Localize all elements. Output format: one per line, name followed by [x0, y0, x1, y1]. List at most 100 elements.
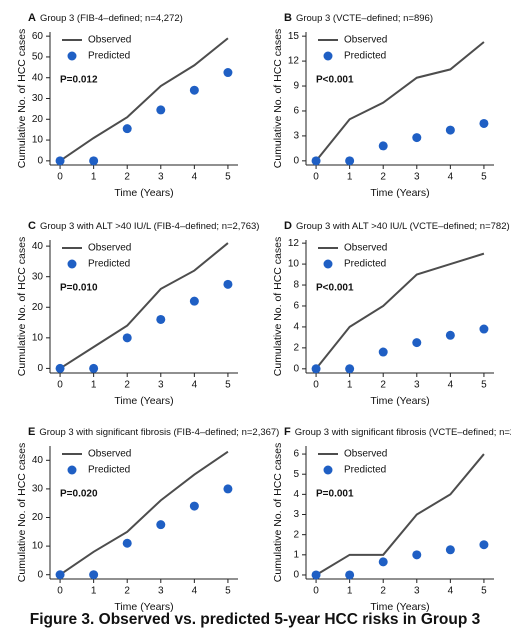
x-tick-label: 2	[380, 172, 386, 183]
y-tick-label: 3	[293, 131, 299, 142]
predicted-point	[55, 156, 65, 166]
y-tick-label: 2	[293, 529, 299, 540]
predicted-point	[311, 156, 321, 166]
predicted-point	[189, 501, 199, 511]
title-text: Group 3 with significant fibrosis (VCTE–…	[295, 427, 511, 438]
predicted-point	[412, 133, 422, 143]
x-tick-label: 5	[481, 172, 487, 183]
predicted-point	[345, 364, 355, 374]
legend-swatch	[323, 51, 333, 61]
predicted-point	[311, 570, 321, 580]
x-tick-label: 3	[414, 380, 420, 391]
observed-line	[315, 252, 485, 370]
x-tick-label: 0	[57, 586, 63, 597]
x-axis-label: Time (Years)	[370, 601, 429, 613]
y-tick-label: 0	[37, 363, 43, 374]
x-axis-label: Time (Years)	[370, 187, 429, 199]
legend-swatch	[67, 465, 77, 475]
predicted-point	[189, 296, 199, 306]
x-tick-label: 2	[124, 586, 130, 597]
y-tick-label: 6	[293, 449, 299, 460]
panel-title: F Group 3 with significant fibrosis (VCTE…	[284, 426, 511, 438]
predicted-point	[479, 324, 489, 334]
title-text: Group 3 (FIB-4–defined; n=4,272)	[40, 13, 183, 24]
y-axis-label: Cumulative No. of HCC cases	[16, 29, 28, 168]
predicted-point	[412, 338, 422, 348]
y-tick-label: 1	[293, 549, 299, 560]
y-tick-label: 0	[293, 155, 299, 166]
y-tick-label: 4	[293, 322, 299, 333]
x-tick-label: 4	[192, 380, 198, 391]
y-tick-label: 20	[32, 302, 44, 313]
y-tick-label: 10	[32, 332, 44, 343]
predicted-point	[55, 363, 65, 373]
predicted-point	[345, 156, 355, 166]
x-tick-label: 4	[192, 586, 198, 597]
y-tick-label: 30	[32, 271, 44, 282]
predicted-point	[89, 363, 99, 373]
y-axis-label: Cumulative No. of HCC cases	[272, 29, 284, 168]
x-tick-label: 4	[448, 380, 454, 391]
x-tick-label: 3	[158, 172, 164, 183]
annotation: P=0.001	[316, 489, 354, 500]
x-tick-label: 1	[91, 380, 97, 391]
predicted-point	[122, 538, 132, 548]
title-text: Group 3 (VCTE–defined; n=896)	[296, 13, 433, 24]
y-tick-label: 0	[37, 569, 43, 580]
predicted-point	[479, 540, 489, 550]
y-tick-label: 50	[32, 52, 44, 63]
predicted-point	[378, 557, 388, 567]
x-axis-label: Time (Years)	[114, 601, 173, 613]
x-axis-label: Time (Years)	[114, 187, 173, 199]
title-text: Group 3 with ALT >40 IU/L (VCTE–defined;…	[296, 221, 510, 232]
x-tick-label: 5	[225, 172, 231, 183]
predicted-point	[311, 364, 321, 374]
x-tick-label: 1	[91, 172, 97, 183]
annotation: P=0.012	[60, 75, 98, 86]
y-tick-label: 30	[32, 93, 44, 104]
legend-swatch	[67, 51, 77, 61]
caption: Figure 3. Observed vs. predicted 5-year …	[30, 611, 481, 628]
y-tick-label: 0	[293, 363, 299, 374]
x-tick-label: 2	[380, 380, 386, 391]
x-tick-label: 5	[481, 380, 487, 391]
y-tick-label: 9	[293, 81, 299, 92]
predicted-point	[378, 347, 388, 357]
y-tick-label: 0	[293, 570, 299, 581]
y-tick-label: 20	[32, 512, 44, 523]
observed-line	[59, 37, 229, 162]
y-axis-label: Cumulative No. of HCC cases	[16, 237, 28, 376]
annotation: P=0.010	[60, 283, 98, 294]
predicted-point	[89, 570, 99, 580]
observed-line	[59, 450, 229, 576]
y-tick-label: 40	[32, 72, 44, 83]
y-tick-label: 40	[32, 241, 44, 252]
legend-swatch	[323, 259, 333, 269]
x-tick-label: 0	[57, 172, 63, 183]
panel-letter: A	[28, 12, 36, 24]
x-tick-label: 2	[124, 380, 130, 391]
predicted-point	[445, 545, 455, 555]
predicted-point	[223, 279, 233, 289]
x-axis-label: Time (Years)	[370, 395, 429, 407]
predicted-point	[378, 141, 388, 151]
panel-title: C Group 3 with ALT >40 IU/L (FIB-4–define…	[28, 220, 259, 232]
x-tick-label: 4	[192, 172, 198, 183]
legend-label: Predicted	[88, 259, 130, 270]
y-tick-label: 10	[32, 135, 44, 146]
predicted-point	[479, 118, 489, 128]
predicted-point	[223, 68, 233, 78]
annotation: P<0.001	[316, 283, 354, 294]
predicted-point	[445, 125, 455, 135]
predicted-point	[55, 570, 65, 580]
y-tick-label: 10	[32, 541, 44, 552]
panel-letter: F	[284, 426, 291, 438]
panel-title: D Group 3 with ALT >40 IU/L (VCTE–defined…	[284, 220, 510, 232]
legend-swatch	[323, 465, 333, 475]
panel-title: E Group 3 with significant fibrosis (FIB-…	[28, 426, 279, 438]
legend-label: Predicted	[344, 51, 386, 62]
legend-label: Predicted	[344, 465, 386, 476]
legend-label: Predicted	[344, 259, 386, 270]
panel-letter: E	[28, 426, 35, 438]
